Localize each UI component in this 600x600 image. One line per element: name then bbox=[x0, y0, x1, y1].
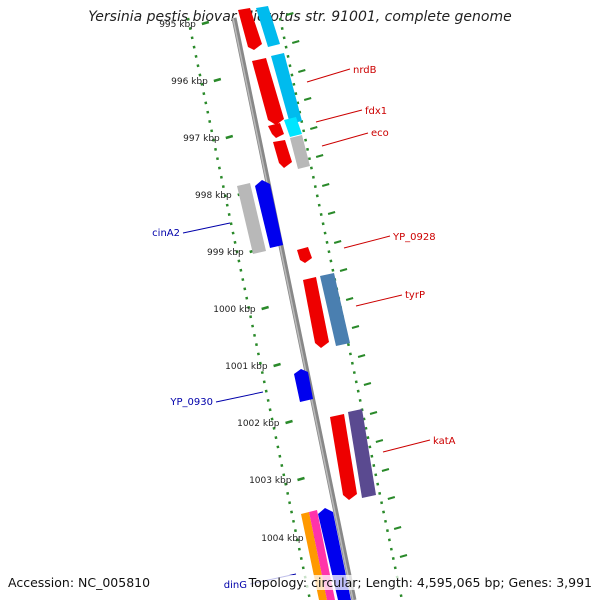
gene-arrow[interactable] bbox=[252, 58, 284, 125]
tick-label: 996 kbp bbox=[171, 77, 208, 87]
tick-mark bbox=[297, 476, 305, 482]
gene-label-kata[interactable]: katA bbox=[433, 436, 456, 447]
topology-text: Topology: circular; Length: 4,595,065 bp… bbox=[248, 575, 592, 590]
tick-label: 1002 kbp bbox=[237, 419, 280, 429]
gene-arrow[interactable] bbox=[255, 180, 283, 248]
tick-label: 1000 kbp bbox=[213, 305, 256, 315]
tick-label: 1004 kbp bbox=[261, 534, 304, 544]
tick-mark bbox=[273, 362, 281, 368]
minor-tick bbox=[393, 526, 402, 530]
category-band[interactable] bbox=[290, 135, 310, 169]
minor-tick bbox=[291, 40, 300, 44]
category-band[interactable] bbox=[256, 6, 280, 47]
minor-tick bbox=[351, 325, 360, 329]
gene-label-yp-0930[interactable]: YP_0930 bbox=[169, 397, 213, 408]
gene-label-fdx1[interactable]: fdx1 bbox=[365, 106, 387, 117]
category-band[interactable] bbox=[348, 409, 376, 498]
tick-mark bbox=[261, 305, 269, 311]
callout-lines bbox=[182, 68, 431, 585]
callout-line bbox=[321, 132, 369, 147]
category-band[interactable] bbox=[271, 53, 302, 124]
tick-label: 995 kbp bbox=[159, 20, 196, 30]
minor-tick bbox=[327, 211, 336, 215]
minor-tick bbox=[333, 240, 342, 244]
gene-arrow[interactable] bbox=[238, 8, 262, 50]
gene-label-yp-0928[interactable]: YP_0928 bbox=[392, 232, 436, 243]
gene-labels: nrdB fdx1 eco YP_0928 tyrP katA cinA2 YP_0930di… bbox=[152, 65, 455, 591]
tick-label: 1001 kbp bbox=[225, 362, 268, 372]
minor-tick bbox=[357, 354, 366, 358]
callout-line bbox=[382, 439, 431, 453]
tick-mark bbox=[285, 419, 293, 425]
gene-label-tyrp[interactable]: tyrP bbox=[405, 290, 425, 301]
callout-line bbox=[182, 222, 231, 234]
gene-arrow[interactable] bbox=[273, 140, 292, 168]
forward-category-bands bbox=[256, 6, 376, 498]
gene-arrow[interactable] bbox=[303, 277, 329, 348]
tick-marks: 995 kbp 996 kbp 997 kbp 998 kbp 999 kbp 1000 … bbox=[159, 12, 408, 558]
forward-genes bbox=[238, 8, 357, 500]
minor-tick bbox=[298, 69, 306, 73]
category-band[interactable] bbox=[284, 117, 302, 137]
minor-tick bbox=[375, 439, 384, 443]
map-title: Yersinia pestis biovar Microtus str. 910… bbox=[88, 9, 512, 25]
gene-arrow[interactable] bbox=[330, 414, 357, 500]
tick-mark bbox=[225, 134, 234, 140]
gene-arrow[interactable] bbox=[294, 369, 313, 402]
tick-mark bbox=[213, 77, 222, 83]
category-band[interactable] bbox=[237, 183, 266, 254]
left-dotted-guide bbox=[186, 17, 312, 600]
minor-tick bbox=[345, 297, 354, 301]
callout-line bbox=[355, 294, 403, 307]
minor-tick bbox=[303, 97, 312, 101]
callout-line bbox=[306, 68, 351, 83]
gene-label-nrdb[interactable]: nrdB bbox=[353, 65, 377, 76]
minor-tick bbox=[286, 12, 294, 16]
tick-label: 998 kbp bbox=[195, 191, 232, 201]
tick-label: 1003 kbp bbox=[249, 476, 292, 486]
minor-tick bbox=[363, 382, 372, 386]
minor-tick bbox=[387, 496, 396, 500]
tick-label: 999 kbp bbox=[207, 248, 244, 258]
accession-text: Accession: NC_005810 bbox=[8, 575, 151, 590]
minor-tick bbox=[399, 554, 408, 558]
backbone-highlight bbox=[232, 17, 354, 600]
gene-arrow[interactable] bbox=[268, 123, 284, 138]
callout-line bbox=[215, 391, 264, 403]
minor-tick bbox=[381, 468, 390, 472]
gene-label-eco[interactable]: eco bbox=[371, 128, 389, 139]
minor-tick bbox=[369, 411, 378, 415]
minor-tick bbox=[339, 268, 348, 272]
backbone-line bbox=[231, 17, 357, 600]
tick-mark bbox=[201, 20, 210, 26]
category-band[interactable] bbox=[320, 273, 350, 346]
tick-label: 997 kbp bbox=[183, 134, 220, 144]
callout-line bbox=[315, 109, 363, 123]
minor-tick bbox=[309, 126, 318, 130]
minor-tick bbox=[315, 154, 324, 158]
gene-label-ding[interactable]: dinG bbox=[224, 580, 247, 591]
gene-label-cina2[interactable]: cinA2 bbox=[152, 228, 180, 239]
gene-arrow[interactable] bbox=[297, 247, 312, 263]
minor-tick bbox=[321, 183, 330, 187]
right-dotted-guide bbox=[278, 17, 404, 600]
callout-line bbox=[343, 235, 391, 249]
